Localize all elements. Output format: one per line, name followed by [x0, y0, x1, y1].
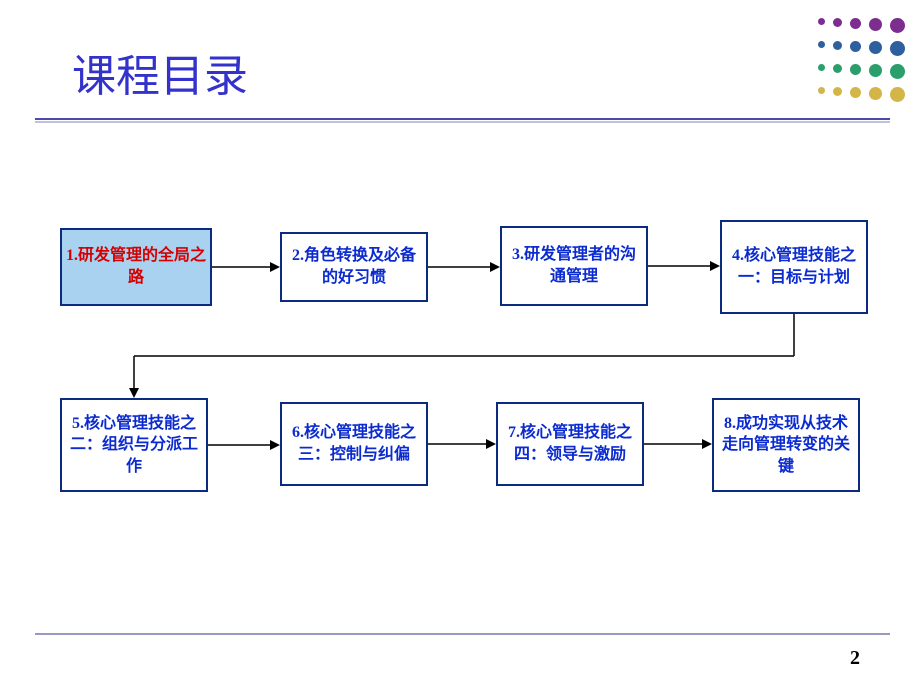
flow-arrow	[644, 436, 712, 452]
decoration-dot	[890, 41, 905, 56]
flow-arrow	[648, 258, 720, 274]
decoration-dot	[869, 41, 882, 54]
decoration-dot	[850, 41, 861, 52]
decoration-dot	[869, 18, 882, 31]
flow-box-label: 3.研发管理者的沟通管理	[506, 244, 642, 287]
decoration-dot	[818, 41, 825, 48]
flow-box-1: 1.研发管理的全局之路	[60, 228, 212, 306]
decoration-dot	[890, 64, 905, 79]
flow-box-5: 5.核心管理技能之二：组织与分派工作	[60, 398, 208, 492]
decoration-dot	[869, 87, 882, 100]
flow-box-2: 2.角色转换及必备的好习惯	[280, 232, 428, 302]
page-number: 2	[850, 647, 860, 670]
flow-box-6: 6.核心管理技能之三：控制与纠偏	[280, 402, 428, 486]
decoration-dot	[850, 64, 861, 75]
flow-box-7: 7.核心管理技能之四：领导与激励	[496, 402, 644, 486]
decoration-dot	[818, 64, 825, 71]
flow-arrow	[212, 259, 280, 275]
flow-box-label: 2.角色转换及必备的好习惯	[286, 245, 422, 288]
flow-arrow	[428, 259, 500, 275]
flow-box-3: 3.研发管理者的沟通管理	[500, 226, 648, 306]
decoration-dot	[890, 87, 905, 102]
flow-box-label: 8.成功实现从技术走向管理转变的关键	[718, 413, 854, 478]
corner-dot-decoration	[818, 18, 905, 102]
title-underline-top	[35, 118, 890, 120]
flow-arrow	[428, 436, 496, 452]
decoration-dot	[850, 87, 861, 98]
flow-box-label: 1.研发管理的全局之路	[66, 245, 206, 288]
decoration-dot	[890, 18, 905, 33]
footer-divider	[35, 633, 890, 635]
flow-arrow	[124, 314, 804, 400]
decoration-dot	[833, 64, 842, 73]
flow-box-label: 6.核心管理技能之三：控制与纠偏	[286, 422, 422, 465]
decoration-dot	[833, 18, 842, 27]
flow-box-label: 5.核心管理技能之二：组织与分派工作	[66, 413, 202, 478]
decoration-dot	[850, 18, 861, 29]
flow-arrow	[208, 437, 280, 453]
decoration-dot	[818, 87, 825, 94]
title-underline-bottom	[35, 121, 890, 123]
decoration-dot	[833, 87, 842, 96]
flow-box-4: 4.核心管理技能之一：目标与计划	[720, 220, 868, 314]
flow-box-label: 4.核心管理技能之一：目标与计划	[726, 245, 862, 288]
flow-box-label: 7.核心管理技能之四：领导与激励	[502, 422, 638, 465]
page-title: 课程目录	[72, 40, 248, 104]
decoration-dot	[833, 41, 842, 50]
decoration-dot	[869, 64, 882, 77]
decoration-dot	[818, 18, 825, 25]
flow-box-8: 8.成功实现从技术走向管理转变的关键	[712, 398, 860, 492]
